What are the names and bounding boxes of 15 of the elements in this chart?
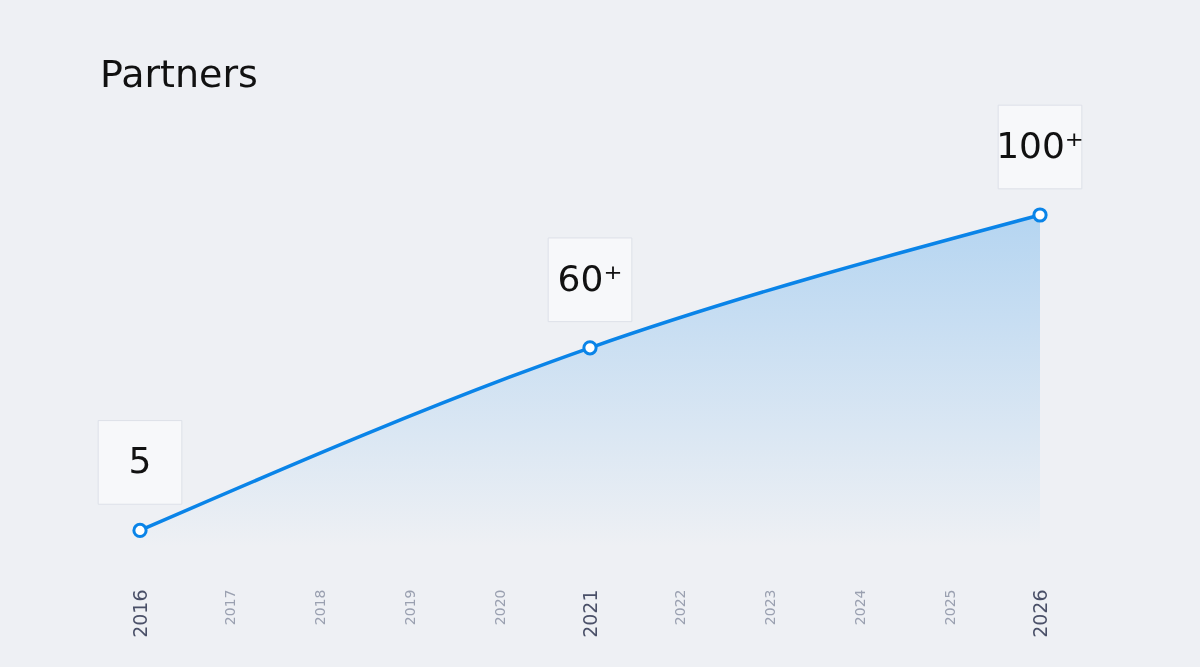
x-tick-label: 2020 — [491, 589, 508, 626]
x-tick-label: 2023 — [761, 589, 778, 626]
data-label: 100⁺ — [996, 125, 1084, 166]
x-tick-label: 2022 — [671, 589, 688, 626]
x-tick-label: 2025 — [941, 589, 958, 626]
data-label: 5 — [128, 440, 152, 482]
chart-title: Partners — [100, 52, 258, 97]
x-tick-label: 2024 — [851, 589, 868, 626]
x-tick-label: 2016 — [128, 589, 151, 638]
x-tick-label: 2019 — [401, 589, 418, 626]
x-tick-label: 2018 — [311, 589, 328, 626]
data-label: 60⁺ — [557, 257, 623, 299]
x-tick-label: 2021 — [578, 589, 601, 638]
x-tick-label: 2026 — [1028, 589, 1051, 638]
x-tick-label: 2017 — [221, 589, 238, 626]
